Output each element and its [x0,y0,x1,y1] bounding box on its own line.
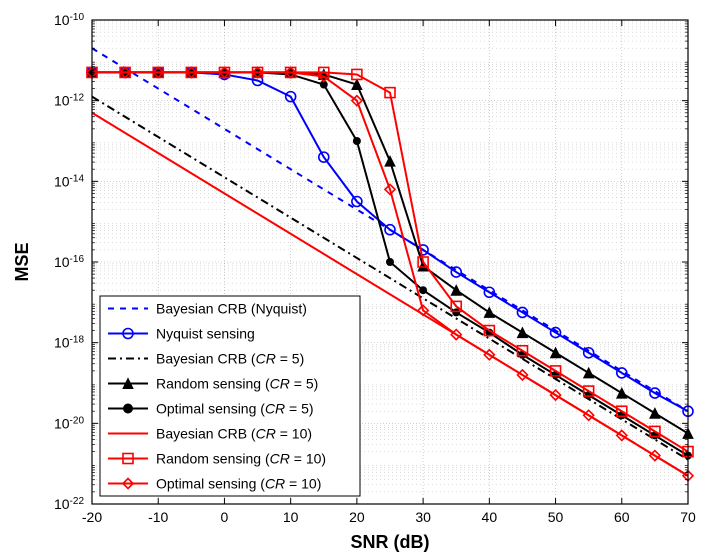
svg-text:Bayesian CRB (Nyquist): Bayesian CRB (Nyquist) [156,301,307,317]
svg-text:40: 40 [482,509,498,525]
svg-text:10-18: 10-18 [54,334,84,351]
svg-text:30: 30 [415,509,431,525]
svg-text:60: 60 [614,509,630,525]
svg-text:SNR (dB): SNR (dB) [351,532,430,552]
mse-vs-snr-chart: -20 -10 0 10 20 30 40 50 60 70 10-22 10-20 10-18 10-1… [0,0,708,555]
svg-text:10: 10 [283,509,299,525]
svg-text:50: 50 [548,509,564,525]
svg-text:10-20: 10-20 [54,415,84,432]
svg-text:Random sensing (CR = 10): Random sensing (CR = 10) [156,451,326,467]
svg-text:Bayesian CRB (CR = 5): Bayesian CRB (CR = 5) [156,351,304,367]
svg-text:10-22: 10-22 [54,496,84,513]
svg-text:-10: -10 [148,509,168,525]
svg-text:10-10: 10-10 [54,12,84,29]
svg-text:10-16: 10-16 [54,254,84,271]
svg-text:10-12: 10-12 [54,92,84,109]
svg-text:Optimal sensing (CR = 5): Optimal sensing (CR = 5) [156,401,314,417]
svg-text:MSE: MSE [12,242,32,281]
svg-text:Random sensing (CR = 5): Random sensing (CR = 5) [156,376,318,392]
svg-text:Nyquist sensing: Nyquist sensing [156,326,255,342]
svg-text:-20: -20 [82,509,102,525]
svg-text:20: 20 [349,509,365,525]
svg-text:70: 70 [680,509,696,525]
svg-text:10-14: 10-14 [54,173,84,190]
svg-text:Bayesian CRB (CR = 10): Bayesian CRB (CR = 10) [156,426,312,442]
svg-text:Optimal sensing (CR = 10): Optimal sensing (CR = 10) [156,476,321,492]
svg-text:0: 0 [221,509,229,525]
